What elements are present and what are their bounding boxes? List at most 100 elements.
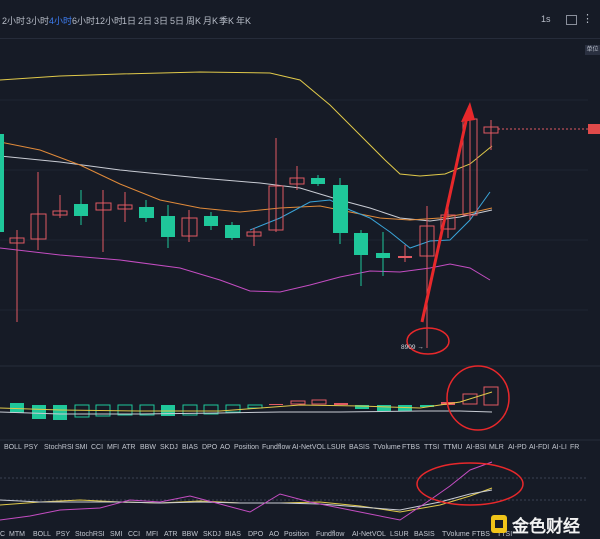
tab-stochrsi[interactable]: StochRSI <box>44 444 74 451</box>
annotation-circle-low <box>406 327 450 355</box>
candle <box>95 202 112 211</box>
candle <box>398 256 412 258</box>
tab-bbw[interactable]: BBW <box>140 444 156 451</box>
tab-atr[interactable]: ATR <box>122 444 136 451</box>
tf-month[interactable]: 月K <box>203 16 219 26</box>
tab-bottom-fundflow[interactable]: Fundflow <box>316 531 345 538</box>
candle <box>268 185 284 231</box>
tab-bottom-ao[interactable]: AO <box>269 531 280 538</box>
tab-bottom-ai-netvol[interactable]: AI-NetVOL <box>352 531 386 538</box>
candle <box>440 214 456 230</box>
tab-dpo[interactable]: DPO <box>202 444 218 451</box>
tab-ttsi[interactable]: TTSI <box>424 444 440 451</box>
tab-psy[interactable]: PSY <box>24 444 39 451</box>
tf-3h[interactable]: 3小时 <box>26 16 50 26</box>
tab-position[interactable]: Position <box>234 444 259 451</box>
candle <box>9 237 25 244</box>
tf-2h[interactable]: 2小时 <box>2 16 26 26</box>
low-price-label: 8909 → <box>401 344 424 351</box>
candle <box>139 207 154 218</box>
tab-ai-bsi[interactable]: AI-BSI <box>466 444 487 451</box>
tf-season[interactable]: 季K <box>219 16 235 26</box>
tab-fundflow[interactable]: Fundflow <box>262 444 291 451</box>
tab-bottom-atr[interactable]: ATR <box>164 531 178 538</box>
tab-lsur[interactable]: LSUR <box>327 444 346 451</box>
tf-12h[interactable]: 12小时 <box>95 16 124 26</box>
tab-bottom-bbw[interactable]: BBW <box>182 531 198 538</box>
tab-mlr[interactable]: MLR <box>489 444 504 451</box>
candles <box>0 118 499 348</box>
tab-bottom-bias[interactable]: BIAS <box>225 531 241 538</box>
tf-year[interactable]: 年K <box>236 16 252 26</box>
tab-bottom-mtm[interactable]: MTM <box>9 531 25 538</box>
tab-ai-li[interactable]: AI-LI <box>552 444 567 451</box>
boll-lower-line <box>0 247 491 293</box>
more-icon[interactable]: ⋮ <box>582 13 593 25</box>
tab-bottom-smi[interactable]: SMI <box>110 531 123 538</box>
candle <box>225 225 240 238</box>
candle <box>117 204 133 210</box>
tab-bottom-boll[interactable]: BOLL <box>33 531 51 538</box>
candle <box>30 213 47 240</box>
tab-bottom-tvolume[interactable]: TVolume <box>442 531 470 538</box>
timeframe-toolbar: 2小时 3小时 4小时 6小时 12小时 1日 2日 3日 5日 周K 月K 季… <box>0 0 600 38</box>
candle <box>354 233 368 255</box>
tab-ai-netvol[interactable]: AI-NetVOL <box>292 444 326 451</box>
indicator-tabs-bottom: C MTM BOLL PSY StochRSI SMI CCI MFI ATR … <box>0 530 600 539</box>
tf-3d[interactable]: 3日 <box>154 16 169 26</box>
tf-4h[interactable]: 4小时 <box>49 16 73 26</box>
candle <box>0 134 4 232</box>
tab-ai-fdi[interactable]: AI-FDI <box>529 444 550 451</box>
annotation-circle-oscillator <box>416 462 524 506</box>
tab-bottom-cci[interactable]: CCI <box>128 531 141 538</box>
tab-bottom-psy[interactable]: PSY <box>56 531 71 538</box>
candle <box>52 210 68 216</box>
tab-smi[interactable]: SMI <box>75 444 88 451</box>
tab-ai-pd[interactable]: AI-PD <box>508 444 527 451</box>
tab-cci[interactable]: CCI <box>91 444 104 451</box>
jinse-logo: 金色财经 <box>490 510 600 536</box>
tab-ao[interactable]: AO <box>220 444 231 451</box>
tab-skdj[interactable]: SKDJ <box>160 444 178 451</box>
tf-6h[interactable]: 6小时 <box>72 16 96 26</box>
tab-ftbs[interactable]: FTBS <box>402 444 420 451</box>
tab-bottom-stochrsi[interactable]: StochRSI <box>75 531 105 538</box>
logo-icon <box>491 515 507 533</box>
tf-2d[interactable]: 2日 <box>138 16 153 26</box>
boll-upper-line <box>0 71 493 177</box>
candle <box>483 126 499 134</box>
tab-bottom-ttsi[interactable]: TTSI <box>497 531 513 538</box>
tab-bias[interactable]: BIAS <box>182 444 198 451</box>
toolbar-divider <box>0 38 600 39</box>
tf-5d[interactable]: 5日 <box>170 16 185 26</box>
settings-icon[interactable] <box>566 15 577 25</box>
tab-bottom-position[interactable]: Position <box>284 531 309 538</box>
tab-basis[interactable]: BASIS <box>349 444 370 451</box>
candle <box>311 178 325 184</box>
tab-bottom-basis[interactable]: BASIS <box>414 531 435 538</box>
tab-bottom-dpo[interactable]: DPO <box>248 531 264 538</box>
annotation-circle-histogram <box>446 365 510 431</box>
tf-week[interactable]: 周K <box>186 16 202 26</box>
interval-label[interactable]: 1s <box>541 14 551 24</box>
tab-ttmu[interactable]: TTMU <box>443 444 463 451</box>
annotation-arrow-head <box>461 102 475 122</box>
tab-bottom-skdj[interactable]: SKDJ <box>203 531 221 538</box>
grid <box>0 99 588 311</box>
current-price-tag <box>588 124 600 134</box>
tab-fr[interactable]: FR <box>570 444 580 451</box>
tab-bottom-c[interactable]: C <box>0 531 6 538</box>
tab-mfi[interactable]: MFI <box>107 444 120 451</box>
tab-bottom-mfi[interactable]: MFI <box>146 531 159 538</box>
tab-bottom-ftbs[interactable]: FTBS <box>472 531 490 538</box>
price-chart[interactable] <box>0 39 600 539</box>
tf-1d[interactable]: 1日 <box>122 16 137 26</box>
indicator-tabs: BOLL PSY StochRSI SMI CCI MFI ATR BBW SK… <box>0 442 600 456</box>
ma-orange-line <box>0 141 493 221</box>
unit-button[interactable]: 单位 <box>585 45 600 55</box>
tab-boll[interactable]: BOLL <box>4 444 22 451</box>
ma-white-line <box>0 155 493 222</box>
candle <box>181 217 198 237</box>
tab-bottom-lsur[interactable]: LSUR <box>390 531 409 538</box>
tab-tvolume[interactable]: TVolume <box>373 444 401 451</box>
